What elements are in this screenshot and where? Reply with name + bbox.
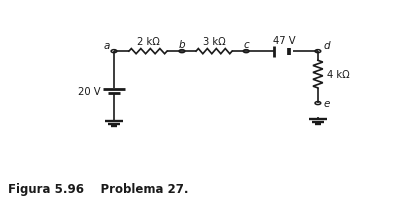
Text: b: b [179,40,185,49]
Text: 2 kΩ: 2 kΩ [137,36,159,46]
Text: 4 kΩ: 4 kΩ [328,70,350,80]
Text: e: e [323,98,330,108]
Text: d: d [323,40,330,50]
Text: 3 kΩ: 3 kΩ [203,36,225,46]
Text: a: a [103,40,109,50]
Text: 47 V: 47 V [273,36,295,46]
Text: Figura 5.96    Problema 27.: Figura 5.96 Problema 27. [8,182,189,195]
Text: c: c [243,40,249,49]
Text: 20 V: 20 V [78,87,101,97]
